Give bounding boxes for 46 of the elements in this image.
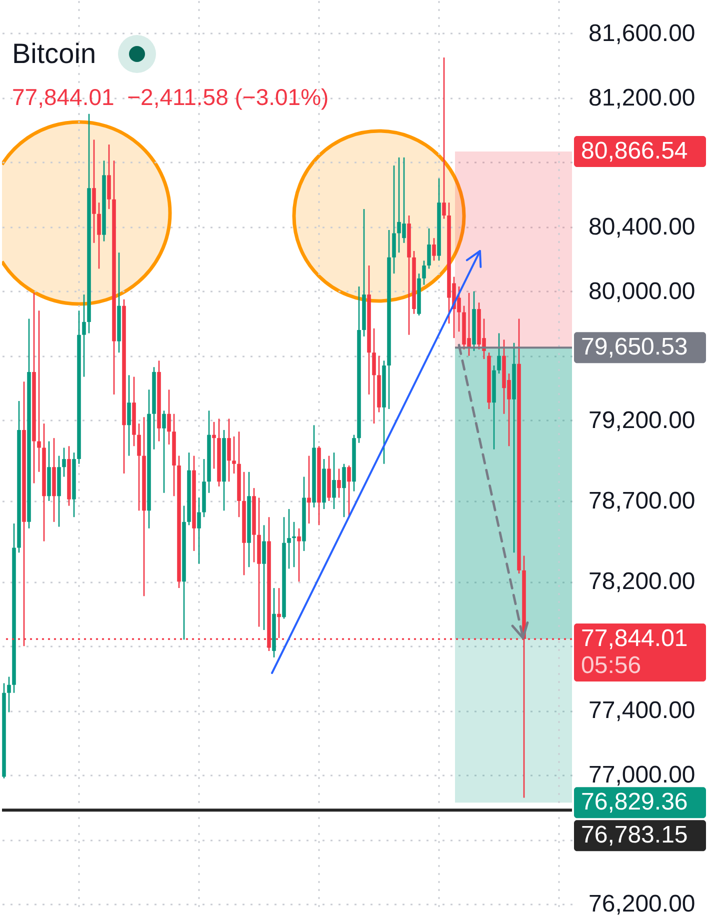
candlestick: [127, 374, 131, 456]
y-tick-label: 77,000.00: [588, 762, 696, 789]
candlestick: [427, 228, 431, 270]
y-tick-label: 79,200.00: [588, 406, 696, 434]
candlestick: [442, 56, 446, 220]
y-tick-label: 77,400.00: [588, 697, 696, 724]
y-tick-label: 76,200.00: [588, 890, 696, 916]
candlestick: [432, 237, 436, 262]
y-tick-label: 81,200.00: [588, 84, 696, 112]
candlestick: [82, 294, 86, 378]
candlestick: [137, 422, 141, 512]
band-label: 76,829.36: [581, 788, 688, 816]
ref-line-label: 77,844.01 05:56: [581, 625, 688, 680]
candlestick: [337, 468, 341, 498]
candlestick: [167, 389, 171, 446]
candlestick: [212, 421, 216, 470]
candlestick: [297, 528, 301, 582]
text: Bitcoin: [12, 38, 96, 70]
candlestick: [307, 455, 311, 524]
candlestick: [372, 328, 376, 424]
candlestick: [7, 676, 11, 713]
candlestick: [347, 464, 351, 518]
candlestick: [287, 508, 291, 570]
candlestick: [37, 310, 41, 473]
candlestick: [97, 202, 101, 270]
candlestick: [62, 447, 66, 478]
candlestick: [342, 463, 346, 518]
text: 77,844.01 −2,411.58 (−3.01%): [12, 84, 329, 111]
candlestick: [422, 260, 426, 286]
y-tick-label: 78,700.00: [588, 487, 696, 514]
candlestick: [262, 524, 266, 631]
candlestick: [292, 521, 296, 568]
y-tick-label: 81,600.00: [588, 20, 696, 47]
candlestick: [232, 436, 236, 474]
candlestick: [227, 418, 231, 482]
y-tick-label: 78,200.00: [588, 568, 696, 596]
ref-line-label: 76,783.15: [581, 822, 688, 849]
band-label: 80,866.54: [581, 138, 688, 165]
candlestick: [197, 497, 201, 565]
candlestick: [162, 410, 166, 494]
candlestick: [277, 587, 281, 639]
ref-line-label: 79,650.53: [581, 334, 688, 361]
y-tick-label: 80,400.00: [588, 213, 696, 240]
candlestick: [332, 452, 336, 510]
y-tick-label: 80,000.00: [588, 278, 696, 305]
candlestick: [497, 332, 501, 374]
